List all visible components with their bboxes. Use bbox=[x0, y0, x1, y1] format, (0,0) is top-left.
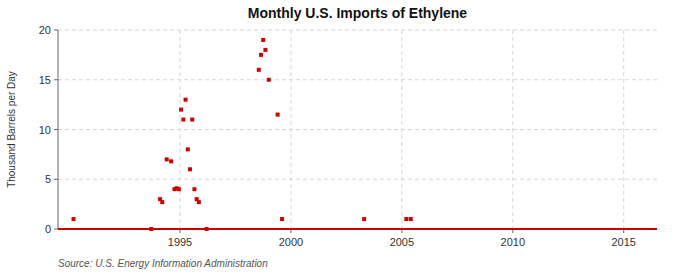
x-tick-label: 2005 bbox=[390, 236, 414, 248]
point bbox=[165, 157, 169, 161]
point bbox=[179, 108, 183, 112]
x-tick-label: 2010 bbox=[501, 236, 525, 248]
point bbox=[184, 98, 188, 102]
grid-line-y bbox=[58, 179, 657, 180]
grid-line-y bbox=[58, 30, 657, 31]
grid-line-y bbox=[58, 129, 657, 130]
point bbox=[192, 187, 196, 191]
point bbox=[259, 53, 263, 57]
chart: 0 5 10 15 20 1995 2000 2005 2010 2015 Monthly U.S.… bbox=[0, 0, 675, 275]
point bbox=[72, 217, 76, 221]
point bbox=[190, 118, 194, 122]
x-tick-label: 2015 bbox=[611, 236, 635, 248]
zero-line bbox=[58, 228, 657, 230]
point bbox=[188, 167, 192, 171]
grid-line-x bbox=[180, 30, 181, 229]
point bbox=[197, 200, 201, 204]
source-note: Source: U.S. Energy Information Administ… bbox=[58, 258, 268, 269]
y-tick-label: 20 bbox=[39, 24, 51, 36]
y-axis-label: Thousand Barrels per Day bbox=[6, 71, 17, 188]
point bbox=[404, 217, 408, 221]
point bbox=[205, 227, 209, 231]
point bbox=[267, 78, 271, 82]
points bbox=[72, 38, 413, 231]
y-tick bbox=[54, 229, 58, 230]
point bbox=[181, 118, 185, 122]
point bbox=[149, 227, 153, 231]
point bbox=[409, 217, 413, 221]
grid-line-x bbox=[623, 30, 624, 229]
y-tick bbox=[54, 179, 58, 180]
point bbox=[257, 68, 261, 72]
point bbox=[169, 159, 173, 163]
title: Monthly U.S. Imports of Ethylene bbox=[248, 5, 468, 21]
point bbox=[362, 217, 366, 221]
point bbox=[186, 147, 190, 151]
point bbox=[261, 38, 265, 42]
x-tick-label: 1995 bbox=[168, 236, 192, 248]
y-tick-label: 15 bbox=[39, 74, 51, 86]
grid-line-y bbox=[58, 79, 657, 80]
grid-line-x bbox=[290, 30, 291, 229]
grid bbox=[58, 30, 657, 229]
x-tick-label: 2000 bbox=[279, 236, 303, 248]
grid-line-x bbox=[401, 30, 402, 229]
y-tick bbox=[54, 79, 58, 80]
grid-line-y bbox=[58, 229, 657, 230]
y-tick bbox=[54, 129, 58, 130]
grid-line-x bbox=[512, 30, 513, 229]
point bbox=[280, 217, 284, 221]
y-tick-label: 5 bbox=[45, 173, 51, 185]
axes: 0 5 10 15 20 1995 2000 2005 2010 2015 bbox=[39, 24, 657, 248]
point bbox=[276, 113, 280, 117]
point bbox=[263, 48, 267, 52]
y-tick bbox=[54, 30, 58, 31]
point bbox=[160, 200, 164, 204]
y-tick-label: 0 bbox=[45, 223, 51, 235]
point bbox=[177, 187, 181, 191]
y-tick-label: 10 bbox=[39, 124, 51, 136]
